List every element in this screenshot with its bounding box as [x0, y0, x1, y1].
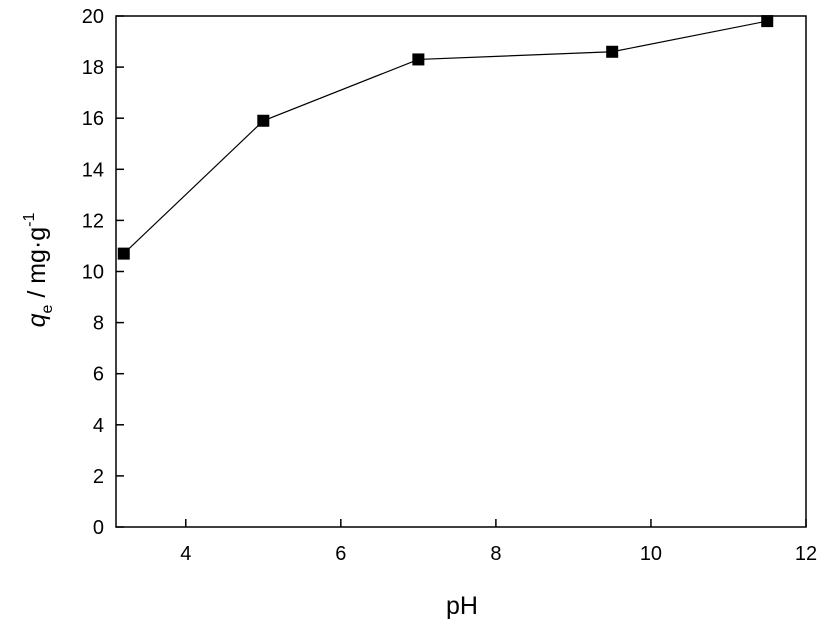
data-point	[257, 114, 270, 127]
x-tick-label: 4	[180, 543, 191, 565]
y-tick-label: 10	[82, 262, 104, 284]
data-point	[761, 15, 774, 28]
x-axis-ticks: 4 6 8 10 12	[180, 519, 817, 565]
x-tick-label: 6	[335, 543, 346, 565]
y-tick-label: 8	[93, 313, 104, 335]
y-tick-label: 4	[93, 415, 104, 437]
x-tick-label: 10	[640, 543, 662, 565]
data-point	[117, 247, 130, 260]
y-tick-label: 20	[82, 6, 104, 28]
y-tick-label: 14	[82, 159, 104, 181]
y-axis-ticks: 0 2 4 6 8 10 12 14 16 18 20	[82, 6, 124, 539]
y-tick-label: 18	[82, 57, 104, 79]
plot-frame	[115, 15, 807, 528]
plot-area	[115, 15, 807, 528]
data-point	[606, 45, 619, 58]
x-tick-label: 8	[490, 543, 501, 565]
y-axis-label: qe / mg·g-1	[21, 212, 56, 327]
data-point	[412, 53, 425, 66]
y-tick-label: 2	[93, 466, 104, 488]
y-axis-label-unit: / mg·g	[23, 227, 51, 305]
y-axis-label-symbol: q	[23, 313, 51, 327]
x-tick-label: 12	[795, 543, 817, 565]
y-tick-label: 6	[93, 364, 104, 386]
series-line	[123, 20, 768, 255]
x-axis-label: pH	[446, 592, 478, 620]
y-tick-label: 12	[82, 210, 104, 232]
series	[117, 15, 774, 260]
y-tick-label: 16	[82, 108, 104, 130]
y-axis-label-superscript: -1	[21, 212, 38, 226]
y-axis-label-subscript: e	[39, 305, 56, 314]
y-tick-label: 0	[93, 517, 104, 539]
